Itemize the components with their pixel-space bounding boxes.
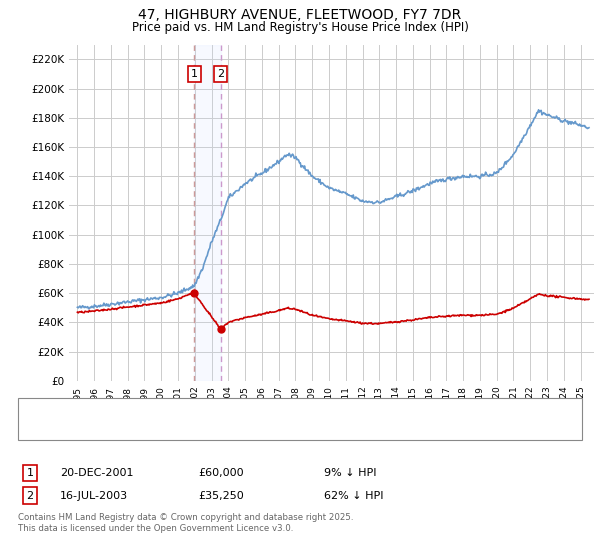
Bar (194, 45, 221, 381)
Text: £35,250: £35,250 (198, 491, 244, 501)
Text: 20-DEC-2001: 20-DEC-2001 (60, 468, 133, 478)
Text: Price paid vs. HM Land Registry's House Price Index (HPI): Price paid vs. HM Land Registry's House … (131, 21, 469, 34)
Text: 1: 1 (191, 69, 198, 79)
Text: £60,000: £60,000 (198, 468, 244, 478)
Text: 47, HIGHBURY AVENUE, FLEETWOOD, FY7 7DR (semi-detached house): 47, HIGHBURY AVENUE, FLEETWOOD, FY7 7DR … (60, 404, 425, 414)
Text: —: — (30, 400, 49, 419)
Text: 47, HIGHBURY AVENUE, FLEETWOOD, FY7 7DR: 47, HIGHBURY AVENUE, FLEETWOOD, FY7 7DR (139, 8, 461, 22)
Text: 2: 2 (217, 69, 224, 79)
Text: 62% ↓ HPI: 62% ↓ HPI (324, 491, 383, 501)
Text: 16-JUL-2003: 16-JUL-2003 (60, 491, 128, 501)
Text: 1: 1 (26, 468, 34, 478)
Text: 2: 2 (26, 491, 34, 501)
Text: —: — (30, 419, 49, 438)
Text: 9% ↓ HPI: 9% ↓ HPI (324, 468, 377, 478)
Text: HPI: Average price, semi-detached house, Wyre: HPI: Average price, semi-detached house,… (60, 424, 308, 434)
Text: Contains HM Land Registry data © Crown copyright and database right 2025.: Contains HM Land Registry data © Crown c… (18, 513, 353, 522)
Text: This data is licensed under the Open Government Licence v3.0.: This data is licensed under the Open Gov… (18, 524, 293, 533)
